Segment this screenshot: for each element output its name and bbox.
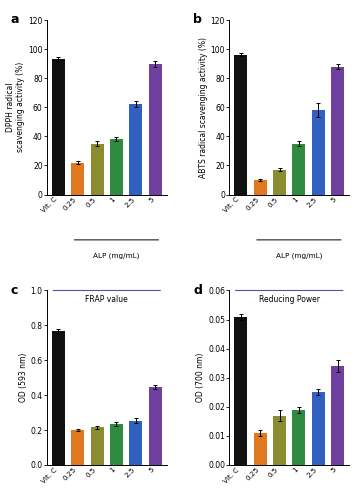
Y-axis label: OD (593 nm): OD (593 nm) bbox=[19, 353, 28, 403]
Bar bbox=[331, 66, 344, 194]
Text: ALP (mg/mL): ALP (mg/mL) bbox=[93, 252, 140, 258]
Text: a: a bbox=[11, 13, 19, 26]
Bar bbox=[273, 170, 286, 194]
Bar bbox=[71, 430, 84, 465]
Bar bbox=[273, 416, 286, 465]
Bar bbox=[253, 180, 267, 194]
Y-axis label: DPPH radical
scavenging activity (%): DPPH radical scavenging activity (%) bbox=[6, 62, 25, 152]
Bar bbox=[312, 110, 325, 194]
Bar bbox=[52, 60, 65, 194]
Bar bbox=[91, 144, 104, 194]
Text: b: b bbox=[193, 13, 202, 26]
Text: FRAP value: FRAP value bbox=[85, 296, 128, 304]
Bar bbox=[71, 162, 84, 194]
Bar bbox=[91, 428, 104, 465]
Bar bbox=[149, 388, 162, 465]
Y-axis label: ABTS radical scavenging activity (%): ABTS radical scavenging activity (%) bbox=[199, 37, 208, 178]
Bar bbox=[292, 410, 305, 465]
Text: Reducing Power: Reducing Power bbox=[259, 296, 320, 304]
Bar bbox=[253, 433, 267, 465]
Text: c: c bbox=[11, 284, 18, 296]
Bar bbox=[234, 55, 247, 194]
Bar bbox=[312, 392, 325, 465]
Text: ALP (mg/mL): ALP (mg/mL) bbox=[276, 252, 322, 258]
Bar bbox=[129, 104, 143, 194]
Bar bbox=[110, 424, 123, 465]
Bar bbox=[149, 64, 162, 194]
Text: d: d bbox=[193, 284, 202, 296]
Bar bbox=[331, 366, 344, 465]
Bar bbox=[110, 139, 123, 194]
Y-axis label: OD (700 nm): OD (700 nm) bbox=[196, 353, 205, 403]
Bar bbox=[292, 144, 305, 194]
Bar bbox=[52, 330, 65, 465]
Bar bbox=[234, 316, 247, 465]
Bar bbox=[129, 420, 143, 465]
